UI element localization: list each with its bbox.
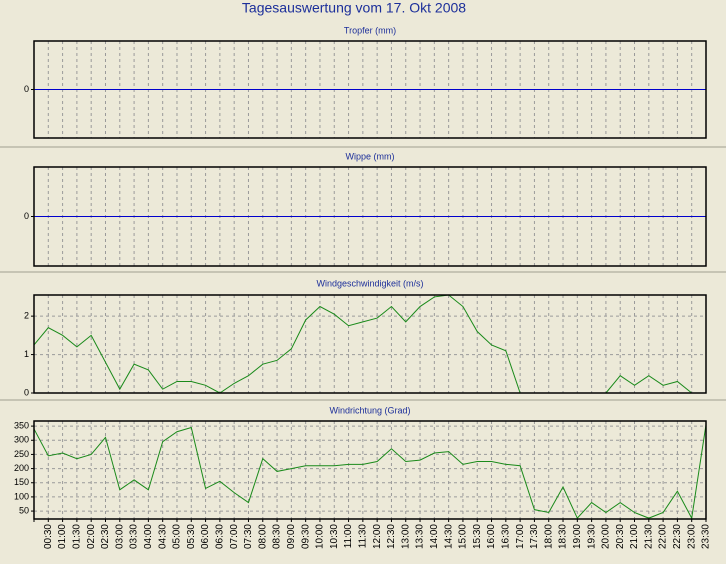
- y-tick-label: 300: [14, 435, 29, 445]
- y-tick-label: 200: [14, 463, 29, 473]
- x-tick-label: 11:00: [343, 524, 354, 549]
- x-tick-label: 01:00: [57, 524, 68, 549]
- x-tick-label: 19:30: [586, 524, 597, 549]
- x-tick-label: 10:00: [315, 524, 326, 549]
- plot-frame: [33, 420, 707, 520]
- x-tick-label: 02:00: [86, 524, 97, 549]
- x-tick-label: 09:30: [300, 524, 311, 549]
- x-tick-label: 14:00: [429, 524, 440, 549]
- y-tick-label: 0: [24, 387, 29, 397]
- x-tick-label: 03:00: [114, 524, 125, 549]
- y-tick-label: 2: [24, 311, 29, 321]
- x-tick-label: 13:00: [400, 524, 411, 549]
- x-tick-label: 20:00: [601, 524, 612, 549]
- page-title: Tagesauswertung vom 17. Okt 2008: [242, 0, 466, 16]
- x-tick-label: 21:30: [643, 524, 654, 549]
- chart-title: Windgeschwindigkeit (m/s): [316, 278, 423, 288]
- x-tick-label: 01:30: [72, 524, 83, 549]
- x-tick-label: 12:00: [372, 524, 383, 549]
- y-tick-label: 0: [24, 84, 29, 94]
- x-tick-label: 05:30: [186, 524, 197, 549]
- x-tick-label: 07:00: [229, 524, 240, 549]
- x-tick-label: 22:00: [658, 524, 669, 549]
- chart-title: Windrichtung (Grad): [329, 405, 410, 415]
- y-tick-label: 100: [14, 491, 29, 501]
- plot-frame: [33, 166, 707, 267]
- x-tick-label: 21:00: [629, 524, 640, 549]
- x-tick-label: 15:00: [458, 524, 469, 549]
- x-tick-label: 15:30: [472, 524, 483, 549]
- x-tick-label: 18:30: [558, 524, 569, 549]
- x-tick-label: 11:30: [357, 524, 368, 549]
- y-tick-label: 250: [14, 449, 29, 459]
- y-tick-label: 50: [19, 505, 29, 515]
- x-tick-label: 22:30: [672, 524, 683, 549]
- y-tick-label: 1: [24, 349, 29, 359]
- x-tick-label: 20:30: [615, 524, 626, 549]
- data-line: [33, 424, 707, 520]
- x-tick-label: 18:00: [543, 524, 554, 549]
- x-tick-label: 23:00: [686, 524, 697, 549]
- x-tick-label: 09:00: [286, 524, 297, 549]
- x-tick-label: 13:30: [415, 524, 426, 549]
- x-tick-label: 04:30: [157, 524, 168, 549]
- x-tick-label: 16:30: [500, 524, 511, 549]
- x-tick-label: 16:00: [486, 524, 497, 549]
- x-tick-label: 06:30: [215, 524, 226, 549]
- data-line: [33, 294, 693, 394]
- x-tick-label: 03:30: [129, 524, 140, 549]
- plot-frame: [33, 294, 707, 394]
- x-tick-label: 05:00: [172, 524, 183, 549]
- x-tick-label: 10:30: [329, 524, 340, 549]
- x-tick-label: 17:30: [529, 524, 540, 549]
- x-tick-label: 07:30: [243, 524, 254, 549]
- plot-frame: [33, 40, 707, 139]
- x-tick-label: 08:30: [272, 524, 283, 549]
- x-tick-label: 04:00: [143, 524, 154, 549]
- x-tick-label: 14:30: [443, 524, 454, 549]
- x-tick-label: 06:00: [200, 524, 211, 549]
- x-tick-label: 02:30: [100, 524, 111, 549]
- chart-title: Tropfer (mm): [344, 25, 396, 35]
- x-tick-label: 00:30: [43, 524, 54, 549]
- y-tick-label: 0: [24, 211, 29, 221]
- x-tick-label: 19:00: [572, 524, 583, 549]
- y-tick-label: 150: [14, 477, 29, 487]
- x-tick-label: 12:30: [386, 524, 397, 549]
- x-tick-label: 17:00: [515, 524, 526, 549]
- x-tick-label: 08:00: [257, 524, 268, 549]
- x-tick-label: 23:30: [701, 524, 712, 549]
- y-tick-label: 350: [14, 420, 29, 430]
- chart-title: Wippe (mm): [346, 151, 395, 161]
